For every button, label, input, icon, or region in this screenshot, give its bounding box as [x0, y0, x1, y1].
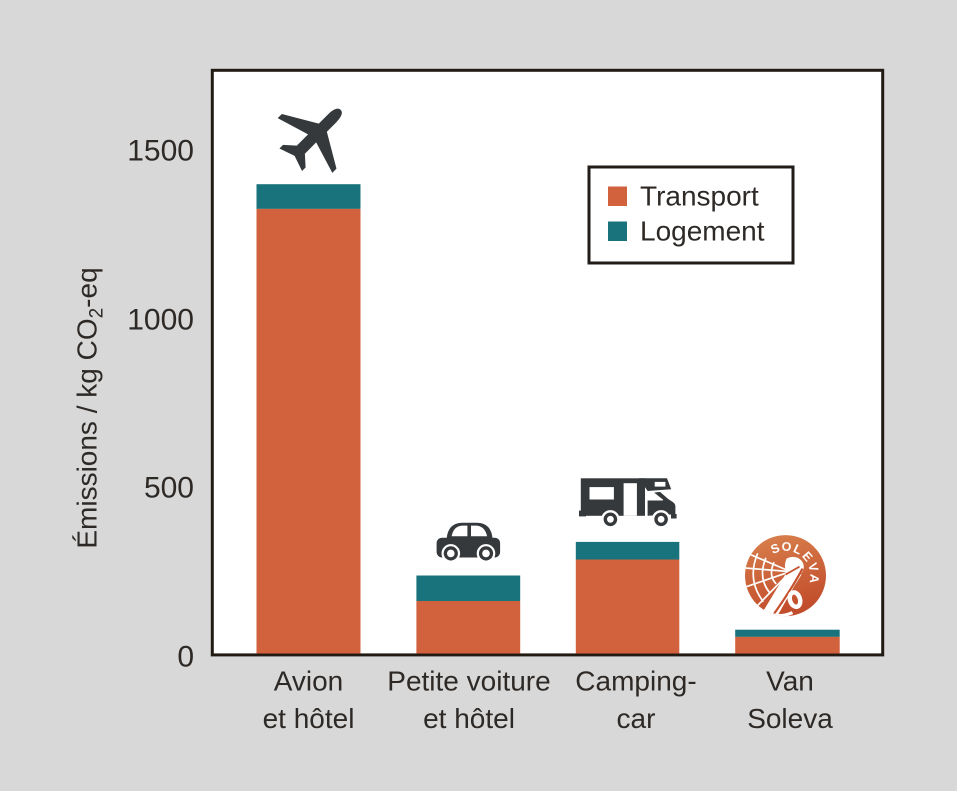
svg-text:Petite voiture: Petite voiture: [387, 666, 550, 697]
svg-text:car: car: [617, 703, 656, 734]
svg-text:Van: Van: [766, 666, 814, 697]
svg-text:O: O: [781, 540, 791, 554]
svg-text:Logement: Logement: [640, 216, 765, 247]
svg-text:500: 500: [144, 472, 194, 505]
svg-text:et hôtel: et hôtel: [423, 703, 515, 734]
svg-text:0: 0: [177, 641, 194, 674]
svg-text:1000: 1000: [127, 304, 194, 337]
svg-text:Camping-: Camping-: [575, 666, 696, 697]
svg-text:Soleva: Soleva: [747, 703, 833, 734]
svg-text:Transport: Transport: [640, 181, 759, 212]
svg-text:et hôtel: et hôtel: [263, 703, 355, 734]
svg-text:1500: 1500: [127, 135, 194, 168]
svg-text:Avion: Avion: [274, 666, 344, 697]
svg-text:A: A: [807, 573, 822, 583]
